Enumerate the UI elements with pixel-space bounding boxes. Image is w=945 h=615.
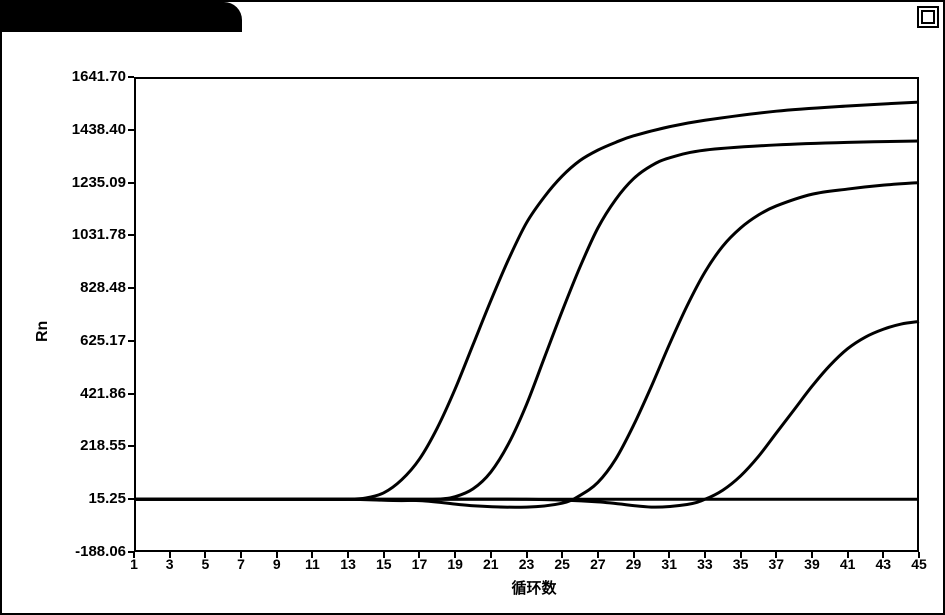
x-tick: 43: [871, 556, 895, 572]
x-tick: 27: [586, 556, 610, 572]
curve-curve2: [134, 141, 919, 501]
x-tick: 3: [158, 556, 182, 572]
x-tick: 25: [550, 556, 574, 572]
maximize-icon[interactable]: [917, 6, 939, 28]
x-tick: 7: [229, 556, 253, 572]
x-tick: 23: [515, 556, 539, 572]
x-tick: 19: [443, 556, 467, 572]
x-tick: 35: [729, 556, 753, 572]
curve-curve1: [134, 102, 919, 499]
x-tick: 41: [836, 556, 860, 572]
tab-amplification[interactable]: [2, 2, 242, 32]
tab-bar: [2, 2, 943, 32]
x-tick: 31: [657, 556, 681, 572]
x-tick: 11: [300, 556, 324, 572]
x-tick: 15: [372, 556, 396, 572]
curve-curve4: [134, 321, 919, 507]
x-tick: 17: [407, 556, 431, 572]
x-tick: 21: [479, 556, 503, 572]
x-tick: 13: [336, 556, 360, 572]
x-tick: 29: [622, 556, 646, 572]
amplification-curves: [4, 32, 924, 557]
x-tick: 9: [265, 556, 289, 572]
chart-area: Rn 循环数 -188.0615.25218.55421.86625.17828…: [4, 32, 941, 611]
x-axis-label: 循环数: [484, 577, 584, 598]
x-tick: 39: [800, 556, 824, 572]
x-tick: 45: [907, 556, 931, 572]
x-tick: 1: [122, 556, 146, 572]
x-tick: 5: [193, 556, 217, 572]
x-tick: 37: [764, 556, 788, 572]
window-frame: Rn 循环数 -188.0615.25218.55421.86625.17828…: [0, 0, 945, 615]
curve-curve3: [134, 183, 919, 508]
x-tick: 33: [693, 556, 717, 572]
